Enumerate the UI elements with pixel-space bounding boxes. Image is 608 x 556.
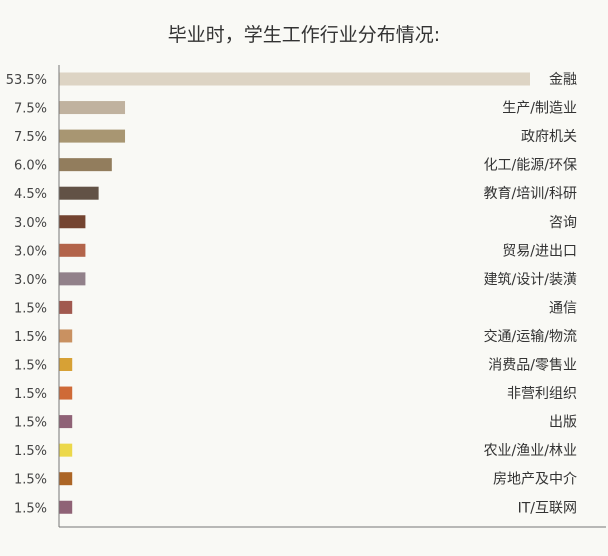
bar: [59, 186, 99, 200]
value-label: 1.5%: [14, 301, 47, 316]
value-label: 7.5%: [14, 130, 47, 145]
value-label: 3.0%: [14, 273, 47, 288]
value-label: 1.5%: [14, 444, 47, 459]
category-label: 房地产及中介: [493, 472, 577, 488]
category-label: 通信: [549, 300, 577, 316]
category-label: 贸易/进出口: [502, 243, 577, 259]
category-label: 政府机关: [521, 129, 577, 145]
value-label: 1.5%: [14, 416, 47, 431]
category-label: 交通/运输/物流: [484, 328, 577, 345]
bar: [59, 101, 126, 115]
value-label: 3.0%: [14, 244, 47, 259]
category-label: 非营利组织: [507, 386, 577, 402]
category-label: 消费品/零售业: [488, 358, 577, 374]
category-label: 农业/渔业/林业: [484, 443, 577, 459]
chart-title: 毕业时，学生工作行业分布情况:: [167, 24, 441, 46]
category-label: 金融: [549, 72, 577, 88]
bar: [59, 443, 73, 457]
value-label: 1.5%: [14, 330, 47, 345]
category-label: 建筑/设计/装潢: [484, 272, 577, 288]
category-label: 咨询: [549, 215, 577, 231]
bar: [59, 243, 86, 257]
bar: [59, 272, 86, 286]
value-label: 53.5%: [6, 73, 47, 88]
category-label: 出版: [549, 415, 577, 431]
bar: [59, 472, 73, 486]
bar: [59, 329, 73, 343]
value-label: 6.0%: [14, 159, 47, 174]
value-label: 1.5%: [14, 359, 47, 374]
value-label: 1.5%: [14, 387, 47, 402]
value-label: 1.5%: [14, 473, 47, 488]
bar: [59, 158, 112, 172]
category-label: 化工/能源/环保: [484, 158, 577, 174]
value-label: 4.5%: [14, 187, 47, 202]
category-label: 教育/培训/科研: [484, 186, 577, 202]
bar: [59, 72, 530, 86]
bar: [59, 215, 86, 229]
bar: [59, 386, 73, 400]
bar: [59, 358, 73, 371]
category-label: 生产/制造业: [502, 101, 577, 117]
bar: [59, 300, 73, 314]
bar: [59, 129, 126, 143]
value-label: 3.0%: [14, 216, 47, 231]
category-label: IT/互联网: [518, 500, 577, 516]
value-label: 7.5%: [14, 102, 47, 117]
value-label: 1.5%: [14, 501, 47, 516]
bar: [59, 500, 73, 514]
bar: [59, 415, 73, 429]
